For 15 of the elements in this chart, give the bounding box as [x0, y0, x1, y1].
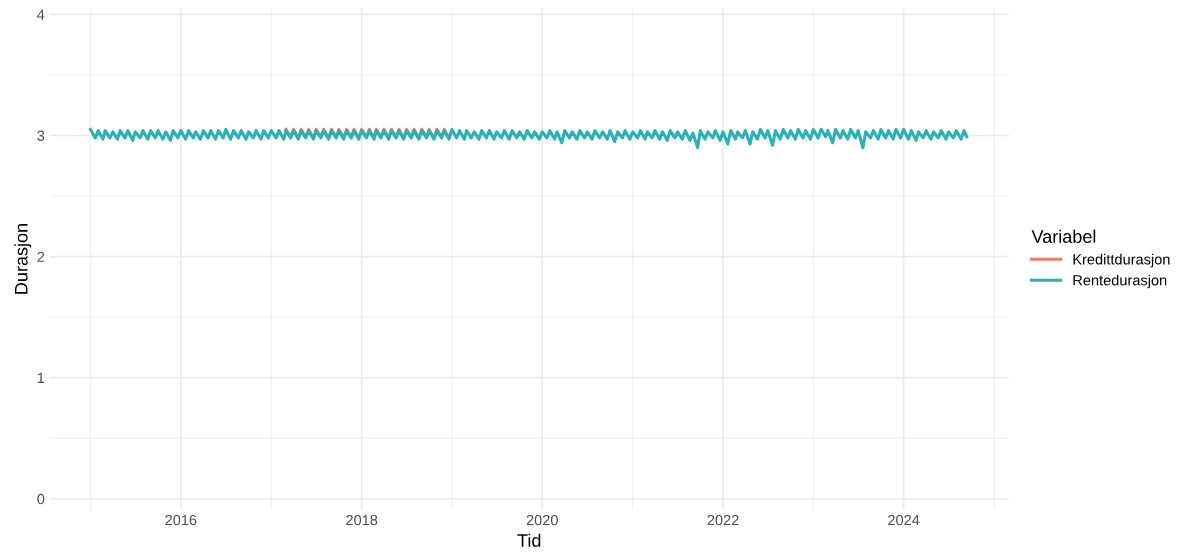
y-axis-title: Durasjon	[14, 224, 32, 294]
x-tick-label: 2020	[526, 514, 558, 526]
legend-label: Rentedurasjon	[1073, 274, 1167, 289]
x-tick-label: 2018	[346, 514, 378, 526]
y-tick-label: 2	[37, 251, 45, 262]
x-tick-label: 2016	[165, 514, 197, 526]
y-tick-label: 4	[37, 9, 45, 20]
y-tick-label: 3	[37, 130, 45, 141]
x-tick-label: 2024	[888, 514, 920, 526]
x-tick-label: 2022	[707, 514, 739, 526]
y-tick-label: 1	[37, 372, 45, 383]
y-tick-label: 0	[37, 493, 45, 505]
legend-title: Variabel	[1031, 229, 1096, 243]
legend-label: Kredittdurasjon	[1073, 253, 1170, 268]
x-axis-title: Tid	[517, 533, 541, 547]
